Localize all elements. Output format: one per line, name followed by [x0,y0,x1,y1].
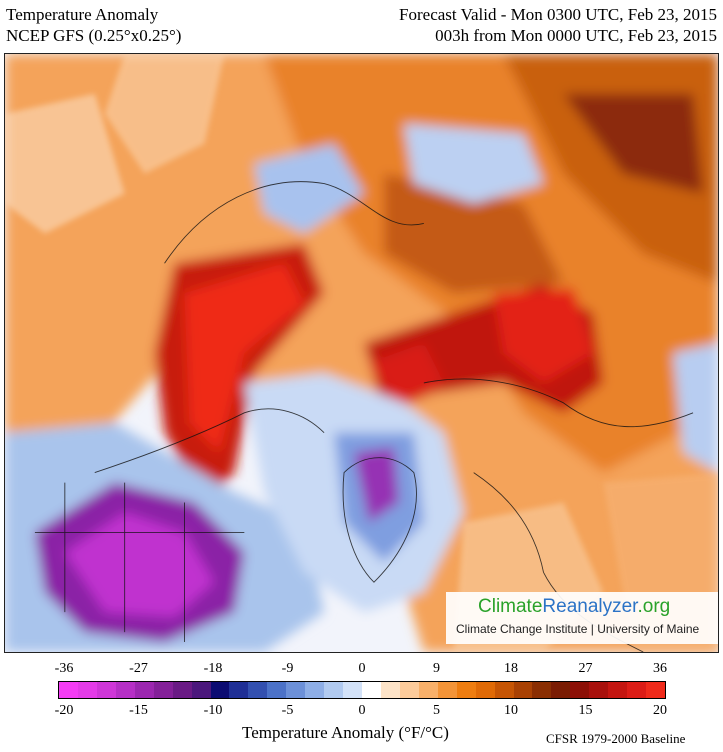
tick-label-celsius: 10 [504,703,518,718]
colorbar-swatch [229,682,249,698]
tick-label-fahrenheit: -27 [129,661,148,676]
tick-label-fahrenheit: 36 [653,661,667,676]
colorbar-swatch [210,682,230,698]
tick-label-fahrenheit: 0 [358,661,366,676]
map-title: Temperature Anomaly [6,5,159,24]
tick-label-celsius: 0 [358,703,366,718]
logo-wordmark: ClimateReanalyzer.org [478,596,671,617]
tick-label-fahrenheit: -36 [54,661,74,676]
colorbar-swatch [59,682,78,698]
tick-label-fahrenheit: -9 [281,661,294,676]
colorbar-swatch [191,682,211,698]
colorbar-swatch [418,682,438,698]
colorbar-swatch [267,682,287,698]
colorbar-swatch [248,682,268,698]
model-name: NCEP GFS (0.25°x0.25°) [6,26,182,45]
colorbar-swatch [627,682,647,698]
colorbar-swatch [475,682,495,698]
colorbar-swatch [437,682,457,698]
colorbar-swatch [551,682,571,698]
tick-label-fahrenheit: -18 [203,661,223,676]
tick-label-fahrenheit: 9 [433,661,440,676]
colorbar [58,681,666,699]
colorbar-swatch [115,682,135,698]
tick-label-celsius: 15 [578,703,593,718]
colorbar-swatch [513,682,533,698]
colorbar-swatch [380,682,400,698]
colorbar-swatch [153,682,173,698]
colorbar-swatch [134,682,154,698]
logo-subtitle: Climate Change Institute | University of… [456,622,700,636]
tick-label-celsius: 5 [433,703,440,718]
colorbar-swatch [362,682,381,698]
baseline-note: CFSR 1979-2000 Baseline [546,731,686,746]
climate-reanalyzer-logo: ClimateReanalyzer.org Climate Change Ins… [446,592,718,644]
tick-label-celsius: -5 [281,703,294,718]
forecast-valid-time: Forecast Valid - Mon 0300 UTC, Feb 23, 2… [399,5,717,24]
tick-label-celsius: -20 [54,703,74,718]
colorbar-swatch [570,682,590,698]
colorbar-swatch [172,682,192,698]
colorbar-swatch [646,682,665,698]
colorbar-swatch [286,682,306,698]
colorbar-swatch [343,682,362,698]
colorbar-label: Temperature Anomaly (°F/°C) [242,723,449,742]
colorbar-swatch [399,682,419,698]
tick-label-celsius: -10 [203,703,223,718]
map-canvas [5,54,718,652]
tick-label-fahrenheit: 18 [504,661,518,676]
colorbar-swatch [494,682,514,698]
tick-label-celsius: -15 [129,703,148,718]
colorbar-swatch [96,682,116,698]
colorbar-swatch [608,682,628,698]
colorbar-swatch [324,682,344,698]
tick-label-celsius: 20 [653,703,667,718]
colorbar-swatch [77,682,97,698]
forecast-lead-time: 003h from Mon 0000 UTC, Feb 23, 2015 [435,26,717,45]
temperature-anomaly-map: ClimateReanalyzer.org Climate Change Ins… [4,53,719,653]
colorbar-swatch [456,682,476,698]
colorbar-swatch [589,682,609,698]
tick-label-fahrenheit: 27 [578,661,593,676]
colorbar-swatch [305,682,325,698]
colorbar-swatch [532,682,552,698]
